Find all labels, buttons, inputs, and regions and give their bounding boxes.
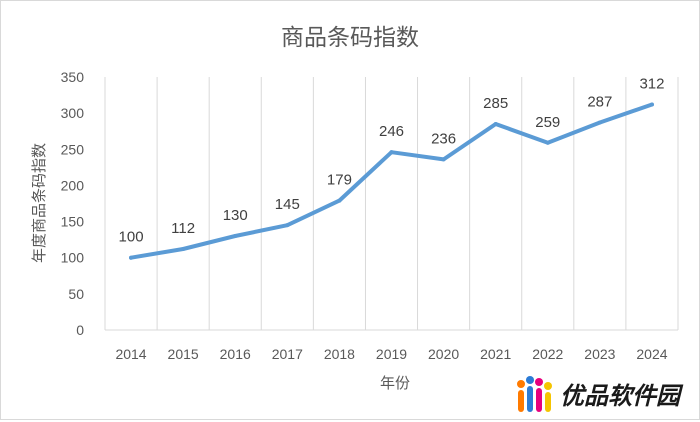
data-label: 285 xyxy=(483,95,508,112)
y-tick-label: 250 xyxy=(61,141,85,157)
data-label: 100 xyxy=(119,229,144,246)
data-label: 246 xyxy=(379,123,404,140)
x-tick-label: 2015 xyxy=(168,346,199,362)
people-logo-icon xyxy=(517,376,552,412)
data-point xyxy=(181,247,186,252)
y-tick-label: 50 xyxy=(68,286,84,302)
y-tick-label: 350 xyxy=(61,69,85,85)
y-tick-label: 150 xyxy=(61,214,85,230)
x-tick-label: 2019 xyxy=(376,346,407,362)
y-axis-title: 年度商品条码指数 xyxy=(30,143,48,263)
data-point xyxy=(129,255,134,260)
data-labels: 100 112 130 145 179 246 236 285 259 287 312 xyxy=(119,75,665,245)
x-tick-label: 2021 xyxy=(480,346,511,362)
x-tick-label: 2014 xyxy=(115,346,146,362)
y-tick-label: 300 xyxy=(61,105,85,121)
data-label: 259 xyxy=(535,114,560,131)
watermark-text: 优品软件园 xyxy=(560,382,680,410)
data-point xyxy=(493,121,498,126)
chart-title: 商品条码指数 xyxy=(281,25,419,51)
x-tick-label: 2023 xyxy=(584,346,615,362)
y-tick-label: 0 xyxy=(76,322,84,338)
y-axis-ticks: 0 50 100 150 200 250 300 350 xyxy=(61,69,85,338)
x-tick-label: 2016 xyxy=(220,346,251,362)
x-tick-label: 2018 xyxy=(324,346,355,362)
data-label: 145 xyxy=(275,196,300,213)
data-label: 112 xyxy=(171,220,195,237)
y-tick-label: 100 xyxy=(61,250,85,266)
data-point xyxy=(389,150,394,155)
watermark-logo: 优品软件园 xyxy=(512,372,700,418)
data-label: 312 xyxy=(639,75,664,92)
data-point xyxy=(233,234,238,239)
x-tick-label: 2017 xyxy=(272,346,303,362)
x-tick-label: 2024 xyxy=(636,346,667,362)
grid-lines xyxy=(104,77,679,331)
data-point xyxy=(597,120,602,125)
data-point xyxy=(649,102,654,107)
x-axis-ticks: 2014 2015 2016 2017 2018 2019 2020 2021 2022 2023… xyxy=(115,346,667,362)
data-label: 179 xyxy=(327,172,352,189)
data-label: 287 xyxy=(587,94,612,111)
data-point xyxy=(441,157,446,162)
data-label: 236 xyxy=(431,130,456,147)
series-group xyxy=(129,102,654,260)
y-tick-label: 200 xyxy=(61,177,85,193)
data-label: 130 xyxy=(223,207,248,224)
x-tick-label: 2020 xyxy=(428,346,459,362)
data-point xyxy=(285,223,290,228)
x-axis-title: 年份 xyxy=(380,374,410,392)
x-tick-label: 2022 xyxy=(532,346,563,362)
data-point xyxy=(337,198,342,203)
data-point xyxy=(545,140,550,145)
